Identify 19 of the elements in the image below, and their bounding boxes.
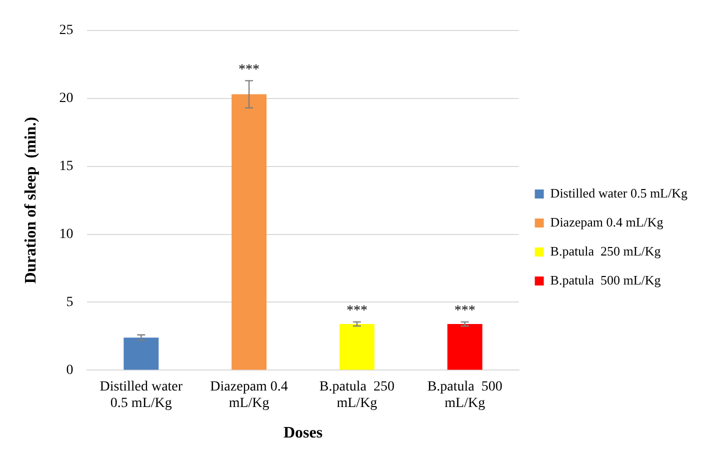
y-tick-label: 0: [66, 362, 74, 378]
y-axis-title: Duration of sleep (min.): [22, 116, 40, 284]
x-axis-title: Doses: [283, 424, 323, 442]
y-tick-label: 5: [66, 294, 74, 310]
legend-label: Distilled water 0.5 mL/Kg: [550, 185, 694, 200]
y-tick-label: 20: [59, 91, 74, 106]
legend-label: B.patula 500 mL/Kg: [550, 272, 668, 288]
legend-label: B.patula 250 mL/Kg: [550, 243, 668, 258]
x-tick-label: Distilled water 0.5 mL/Kg: [100, 379, 183, 412]
y-tick-label: 25: [59, 23, 74, 38]
legend-label: Diazepam 0.4 mL/Kg: [550, 214, 670, 230]
x-tick-label: Diazepam 0.4 mL/Kg: [210, 379, 288, 412]
y-tick-label: 10: [59, 226, 74, 242]
annotation: ***: [454, 304, 476, 319]
annotation: ***: [346, 304, 368, 319]
y-tick-label: 15: [59, 158, 74, 174]
x-tick-label: B.patula 250 mL/Kg: [319, 379, 394, 412]
x-tick-label: B.patula 500 mL/Kg: [427, 379, 502, 412]
annotation: ***: [238, 62, 260, 78]
